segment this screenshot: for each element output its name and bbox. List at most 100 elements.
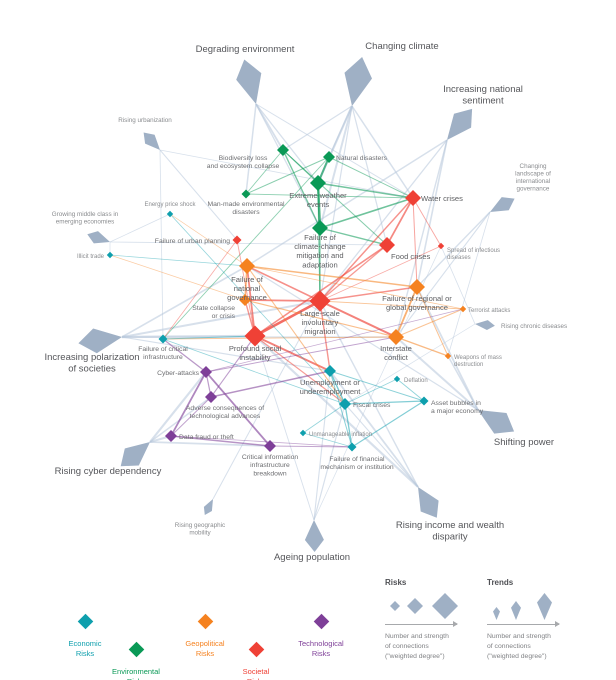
trend-node-intl_governance (490, 197, 515, 212)
edge-polarization-migration (121, 300, 321, 338)
geopolitical-risk-diamond-icon (197, 613, 213, 630)
trend-node-polarization (78, 328, 122, 354)
risk-node-regional_governance (409, 279, 425, 295)
risk-node-infectious (437, 242, 445, 250)
risk-node-interstate (388, 329, 404, 345)
edge-ageing-social_instability (254, 335, 315, 521)
edge-manmade_env-water_crises (245, 193, 414, 199)
risk-label-biodiversity: Biodiversity loss and ecosystem collapse (207, 155, 280, 170)
risk-node-asset_bubbles (419, 396, 429, 406)
edge-asset_bubbles-fin_mechanism (351, 400, 425, 448)
risk-node-social_instability (244, 325, 266, 347)
risk-node-cyber_attacks (200, 366, 212, 378)
trends-size-legend: Trends Number and strength of connection… (487, 578, 587, 662)
edge-interstate-wmd (395, 336, 449, 357)
risk-node-energy_price (166, 210, 174, 218)
risk-node-fiscal (339, 398, 351, 410)
edge-inflation-fiscal (302, 403, 346, 434)
risk-label-terrorist: Terrorist attacks (468, 308, 510, 314)
risk-node-fin_mechanism (347, 442, 357, 452)
legend-environmental-label: Environmental Risks (112, 667, 160, 680)
edge-water_crises-food_crises (386, 197, 414, 246)
edge-intl_governance-regional_governance (416, 211, 491, 288)
edge-interstate-state_collapse (244, 299, 397, 338)
edge-polarization-unemployment (121, 336, 331, 372)
trend-label-ageing: Ageing population (274, 552, 350, 563)
risk-node-crit_infrastructure (158, 334, 168, 344)
trend-node-urbanization (143, 132, 160, 150)
edge-urbanization-water_crises (159, 149, 414, 199)
edge-natl_governance-fiscal (246, 265, 346, 405)
edge-climate_mitigation-water_crises (319, 197, 414, 229)
edge-natural_disasters-crit_infrastructure (162, 156, 330, 340)
edge-changing_climate-climate_mitigation (319, 105, 353, 229)
risk-node-data_fraud (165, 430, 177, 442)
risk-label-regional_governance: Failure of regional or global governance (382, 294, 452, 312)
trend-node-cyber_dependency (120, 442, 150, 467)
legend-societal-label: Societal Risks (242, 667, 270, 680)
risk-node-migration (309, 290, 331, 312)
edge-deflation-fiscal (344, 378, 398, 405)
trend-label-natl_sentiment: Increasing national sentiment (443, 84, 523, 106)
risk-label-natural_disasters: Natural disasters (336, 155, 388, 162)
legend-item-geopolitical: Geopolitical Risks (167, 613, 243, 659)
risk-label-unemployment: Unemployment or underemployment (300, 378, 362, 396)
edge-crit_infrastructure-fiscal (162, 338, 346, 405)
edge-ageing-unemployment (313, 370, 331, 521)
trend-label-middle_class: Growing middle class in emerging economie… (52, 211, 119, 226)
legend-item-technological: Technological Risks (283, 613, 359, 659)
edge-geo_mobility-migration (212, 300, 321, 500)
edge-migration-unemployment (319, 300, 331, 372)
edge-food_crises-migration (319, 244, 388, 302)
risk-node-climate_mitigation (312, 220, 328, 236)
edge-middle_class-food_crises (109, 241, 388, 246)
risk-label-extreme_weather: Extreme weather events (289, 191, 347, 209)
risk-label-social_instability: Profound social instability (229, 344, 282, 362)
risks-size-legend: Risks Number and strength of connections… (385, 578, 485, 662)
edge-social_instability-unemployment (254, 335, 331, 372)
edge-changing_climate-natural_disasters (328, 105, 353, 158)
edge-shifting_power-regional_governance (416, 286, 479, 411)
legend-economic-label: Economic Risks (68, 639, 102, 658)
edge-water_crises-migration (319, 197, 414, 302)
trend-label-chronic_diseases: Rising chronic diseases (501, 323, 567, 330)
edge-unemployment-fiscal (329, 370, 346, 405)
risk-node-tech_adverse (205, 391, 217, 403)
trend-label-shifting_power: Shifting power (494, 437, 554, 448)
edge-food_crises-social_instability (254, 244, 388, 337)
edge-changing_climate-food_crises (351, 105, 388, 246)
edge-water_crises-infectious (412, 197, 442, 247)
risk-label-wmd: Weapons of mass destruction (454, 355, 502, 368)
economic-risk-diamond-icon (77, 613, 93, 630)
legend-item-economic: Economic Risks (47, 613, 123, 659)
trends-size-legend-title: Trends (487, 578, 514, 587)
edge-data_fraud-crit_info (170, 435, 271, 447)
risk-node-food_crises (379, 237, 395, 253)
environmental-risk-diamond-icon (128, 641, 144, 658)
edge-interstate-terrorist (395, 308, 464, 338)
risks-size-caption: Number and strength of connections ("wei… (385, 633, 449, 660)
edge-degrading_env-manmade_env (245, 103, 257, 195)
edge-extreme_weather-biodiversity (282, 149, 319, 184)
trend-node-income_disparity (418, 487, 439, 518)
edge-data_fraud-fin_mechanism (170, 435, 353, 448)
weighted-degree-arrow-icon (487, 621, 560, 627)
edge-fiscal-asset_bubbles (344, 400, 425, 405)
edge-energy_price-fiscal (169, 213, 346, 405)
edge-natural_disasters-water_crises (328, 156, 414, 199)
edge-migration-interstate (319, 300, 397, 338)
edge-crit_infrastructure-social_instability (162, 335, 256, 340)
edge-migration-regional_governance (319, 286, 418, 302)
trend-label-urbanization: Rising urbanization (118, 117, 172, 124)
trend-label-intl_governance: Changing landscape of international governa… (515, 163, 551, 193)
risk-node-terrorist (459, 305, 467, 313)
trend-node-ageing (304, 520, 324, 552)
risk-size-glyphs-icon (390, 593, 458, 619)
edge-changing_climate-water_crises (351, 105, 414, 199)
risk-label-cyber_attacks: Cyber-attacks (157, 370, 200, 377)
edge-cyber_dependency-crit_info (149, 441, 271, 447)
legend-geopolitical-label: Geopolitical Risks (185, 639, 225, 658)
risk-node-unemployment (324, 365, 336, 377)
edge-inflation-fin_mechanism (302, 432, 353, 448)
